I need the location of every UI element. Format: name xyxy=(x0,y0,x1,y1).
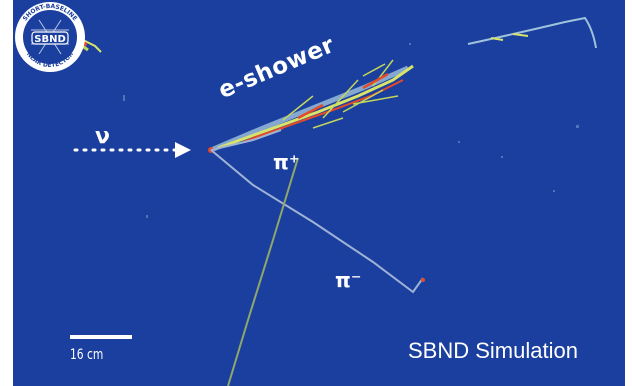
electron-shower xyxy=(210,59,414,153)
top-right-track xyxy=(467,16,597,49)
logo-center-text: SBND xyxy=(34,34,66,45)
pi-plus-label: π⁺ xyxy=(273,150,300,174)
neutrino-label: ν xyxy=(95,124,110,149)
crossing-track xyxy=(227,157,299,386)
scale-label: 16 cm xyxy=(70,347,104,363)
event-display: e-shower ν π⁺ π⁻ 16 cm SBND SHORT-BASELI… xyxy=(13,0,625,386)
scale-bar xyxy=(70,335,132,339)
pi-minus-track xyxy=(210,149,424,294)
pi-minus-endpoint xyxy=(421,278,425,282)
pi-plus-track xyxy=(210,129,282,151)
neutrino-arrow xyxy=(73,142,191,158)
sbnd-logo: SBND SHORT-BASELINE NEAR DETECTOR xyxy=(15,2,85,72)
event-display-tracks xyxy=(45,13,597,386)
simulation-label: SBND Simulation xyxy=(408,338,578,363)
pi-minus-label: π⁻ xyxy=(335,268,362,292)
